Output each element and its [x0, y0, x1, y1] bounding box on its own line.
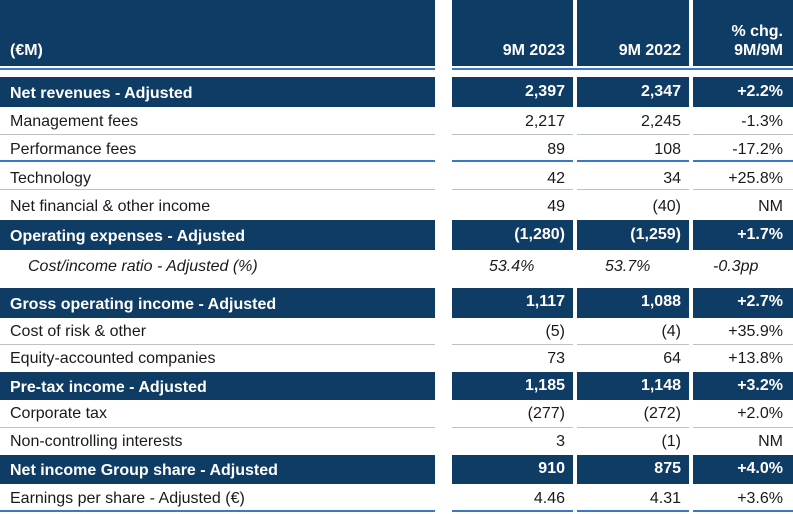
- row-value-change: +1.7%: [737, 226, 783, 243]
- row-value-change: +2.0%: [737, 405, 783, 422]
- row-value-change: +3.2%: [737, 377, 783, 394]
- row-value-9m2022: (40): [652, 198, 681, 215]
- row-label: Cost of risk & other: [10, 323, 147, 340]
- row-value-9m2023: 42: [547, 170, 565, 187]
- row-value-9m2022: 2,245: [640, 113, 681, 130]
- table-header: (€M) 9M 2023 9M 2022 % chg. 9M/9M: [0, 0, 793, 66]
- row-value-9m2023: 73: [547, 350, 565, 367]
- row-value-9m2022: (272): [643, 405, 681, 422]
- row-value-9m2023: (5): [545, 323, 565, 340]
- row-value-change: +25.8%: [728, 170, 783, 187]
- header-col-9m2023: 9M 2023: [452, 0, 573, 66]
- row-value-9m2023: 1,117: [525, 293, 565, 310]
- row-value-change: +2.7%: [737, 293, 783, 310]
- row-value-9m2022: (1): [661, 433, 681, 450]
- row-value-9m2022: 108: [654, 141, 681, 158]
- row-value-change: -1.3%: [741, 113, 783, 130]
- row-label: Management fees: [10, 113, 139, 130]
- column-header-9m-2022: 9M 2022: [618, 42, 681, 59]
- row-label: Equity-accounted companies: [10, 350, 216, 367]
- row-value-9m2023: 3: [556, 433, 565, 450]
- table-row: Net revenues - Adjusted 2,397 2,347 +2.2…: [0, 77, 793, 107]
- header-accent-line: [452, 68, 793, 70]
- row-value-9m2022: (4): [661, 323, 681, 340]
- row-label: Net revenues - Adjusted: [10, 85, 193, 102]
- row-label: Net financial & other income: [10, 198, 211, 215]
- row-value-9m2023: 89: [547, 141, 565, 158]
- table-row: Cost/income ratio - Adjusted (%) 53.4% 5…: [0, 250, 793, 286]
- row-value-9m2023: 2,217: [524, 113, 565, 130]
- header-col-9m2022: 9M 2022: [577, 0, 689, 66]
- row-value-9m2023: (1,280): [514, 226, 565, 243]
- column-header-change-line1: % chg.: [731, 23, 783, 40]
- currency-unit-label: (€M): [10, 42, 43, 59]
- row-label: Pre-tax income - Adjusted: [10, 379, 207, 396]
- table-row: Operating expenses - Adjusted (1,280) (1…: [0, 220, 793, 250]
- row-value-9m2023: 53.4%: [489, 258, 535, 275]
- header-accent-line: [0, 68, 435, 70]
- row-value-change: +35.9%: [728, 323, 783, 340]
- table-row: Net income Group share - Adjusted 910 87…: [0, 455, 793, 484]
- table-row: Performance fees 89 108 -17.2%: [0, 135, 793, 162]
- row-label: Corporate tax: [10, 405, 107, 422]
- row-value-change: NM: [758, 198, 783, 215]
- row-value-change: NM: [758, 433, 783, 450]
- row-value-9m2023: 4.46: [533, 490, 565, 507]
- table-row: Gross operating income - Adjusted 1,117 …: [0, 288, 793, 318]
- table-row: Pre-tax income - Adjusted 1,185 1,148 +3…: [0, 372, 793, 400]
- row-value-9m2023: 910: [538, 460, 565, 477]
- row-value-9m2022: (1,259): [630, 226, 681, 243]
- row-value-9m2023: 2,397: [524, 83, 565, 100]
- row-label: Non-controlling interests: [10, 433, 183, 450]
- header-col-change: % chg. 9M/9M: [693, 0, 793, 66]
- table-row: Non-controlling interests 3 (1) NM: [0, 428, 793, 455]
- header-label-cell: (€M): [0, 0, 435, 66]
- row-value-9m2023: (277): [527, 405, 565, 422]
- table-row: Cost of risk & other (5) (4) +35.9%: [0, 318, 793, 345]
- row-label: Technology: [10, 170, 91, 187]
- row-value-change: +4.0%: [737, 460, 783, 477]
- row-label: Operating expenses - Adjusted: [10, 228, 246, 245]
- column-header-change-line2: 9M/9M: [734, 42, 783, 59]
- row-label: Earnings per share - Adjusted (€): [10, 490, 245, 507]
- table-row: Net financial & other income 49 (40) NM: [0, 190, 793, 218]
- row-value-change: -0.3pp: [713, 258, 759, 275]
- row-label: Gross operating income - Adjusted: [10, 296, 277, 313]
- row-value-9m2022: 4.31: [649, 490, 681, 507]
- row-value-9m2022: 53.7%: [605, 258, 651, 275]
- row-value-9m2022: 64: [663, 350, 681, 367]
- row-value-change: -17.2%: [732, 141, 783, 158]
- row-value-change: +2.2%: [737, 83, 783, 100]
- row-value-9m2023: 49: [547, 198, 565, 215]
- row-value-9m2022: 875: [654, 460, 681, 477]
- table-row: Technology 42 34 +25.8%: [0, 162, 793, 190]
- table-row: Management fees 2,217 2,245 -1.3%: [0, 107, 793, 135]
- row-value-9m2022: 2,347: [640, 83, 681, 100]
- row-value-change: +13.8%: [728, 350, 783, 367]
- row-label: Net income Group share - Adjusted: [10, 462, 278, 479]
- table-row: Equity-accounted companies 73 64 +13.8%: [0, 345, 793, 372]
- row-label: Cost/income ratio - Adjusted (%): [28, 258, 258, 275]
- table-row: Earnings per share - Adjusted (€) 4.46 4…: [0, 484, 793, 512]
- row-value-9m2023: 1,185: [524, 377, 565, 394]
- row-value-9m2022: 34: [663, 170, 681, 187]
- row-value-9m2022: 1,088: [640, 293, 681, 310]
- table-row: Corporate tax (277) (272) +2.0%: [0, 400, 793, 428]
- row-value-change: +3.6%: [737, 490, 783, 507]
- row-label: Performance fees: [10, 141, 137, 158]
- column-header-9m-2023: 9M 2023: [502, 42, 565, 59]
- row-value-9m2022: 1,148: [640, 377, 681, 394]
